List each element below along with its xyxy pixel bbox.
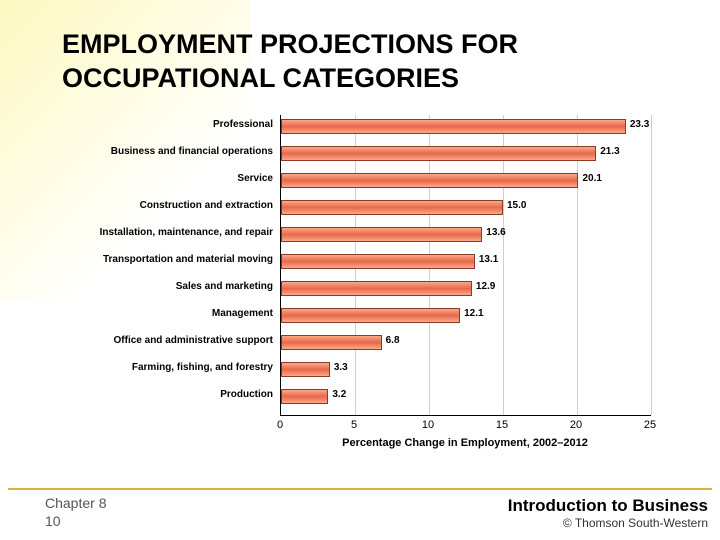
- bar-value-label: 15.0: [507, 200, 526, 211]
- x-tick-label: 10: [422, 419, 434, 431]
- employment-chart: Professional23.3Business and financial o…: [80, 115, 670, 455]
- bar-value-label: 12.1: [464, 308, 483, 319]
- bar-value-label: 23.3: [630, 119, 649, 130]
- x-tick-label: 25: [644, 419, 656, 431]
- bar-value-label: 20.1: [582, 173, 601, 184]
- slide-title: EMPLOYMENT PROJECTIONS FOR OCCUPATIONAL …: [62, 28, 680, 96]
- bar-category-label: Business and financial operations: [53, 146, 273, 157]
- bar: [281, 119, 626, 134]
- x-tick-label: 5: [351, 419, 357, 431]
- bar: [281, 362, 330, 377]
- chart-plot-area: Professional23.3Business and financial o…: [280, 115, 651, 416]
- bar-value-label: 12.9: [476, 281, 495, 292]
- bar: [281, 281, 472, 296]
- bar: [281, 227, 482, 242]
- bar-category-label: Office and administrative support: [53, 335, 273, 346]
- bar-category-label: Management: [53, 308, 273, 319]
- slide: EMPLOYMENT PROJECTIONS FOR OCCUPATIONAL …: [0, 0, 720, 540]
- chapter-label: Chapter 8: [45, 494, 106, 512]
- bar-category-label: Professional: [53, 119, 273, 130]
- bar-value-label: 13.1: [479, 254, 498, 265]
- x-tick-label: 20: [570, 419, 582, 431]
- bar-value-label: 13.6: [486, 227, 505, 238]
- bar: [281, 173, 578, 188]
- copyright: © Thomson South-Western: [508, 516, 708, 530]
- x-tick-label: 15: [496, 419, 508, 431]
- grid-line: [651, 115, 652, 415]
- bar: [281, 146, 596, 161]
- bar-value-label: 3.3: [334, 362, 348, 373]
- bar-category-label: Installation, maintenance, and repair: [53, 227, 273, 238]
- footer-right: Introduction to Business © Thomson South…: [508, 496, 708, 530]
- page-number: 10: [45, 512, 106, 530]
- bar-value-label: 6.8: [386, 335, 400, 346]
- bar: [281, 200, 503, 215]
- bar: [281, 308, 460, 323]
- bar: [281, 389, 328, 404]
- bar: [281, 335, 382, 350]
- footer-left: Chapter 8 10: [45, 494, 106, 530]
- bar-category-label: Transportation and material moving: [53, 254, 273, 265]
- bar-category-label: Farming, fishing, and forestry: [53, 362, 273, 373]
- bar-category-label: Construction and extraction: [53, 200, 273, 211]
- bar-value-label: 21.3: [600, 146, 619, 157]
- bar: [281, 254, 475, 269]
- title-line-1: EMPLOYMENT PROJECTIONS FOR: [62, 29, 518, 59]
- footer-divider: [8, 488, 712, 490]
- bar-category-label: Service: [53, 173, 273, 184]
- x-axis-title: Percentage Change in Employment, 2002–20…: [280, 437, 650, 449]
- bar-value-label: 3.2: [332, 389, 346, 400]
- bar-category-label: Sales and marketing: [53, 281, 273, 292]
- title-line-2: OCCUPATIONAL CATEGORIES: [62, 63, 459, 93]
- book-title: Introduction to Business: [508, 496, 708, 516]
- bar-category-label: Production: [53, 389, 273, 400]
- x-tick-label: 0: [277, 419, 283, 431]
